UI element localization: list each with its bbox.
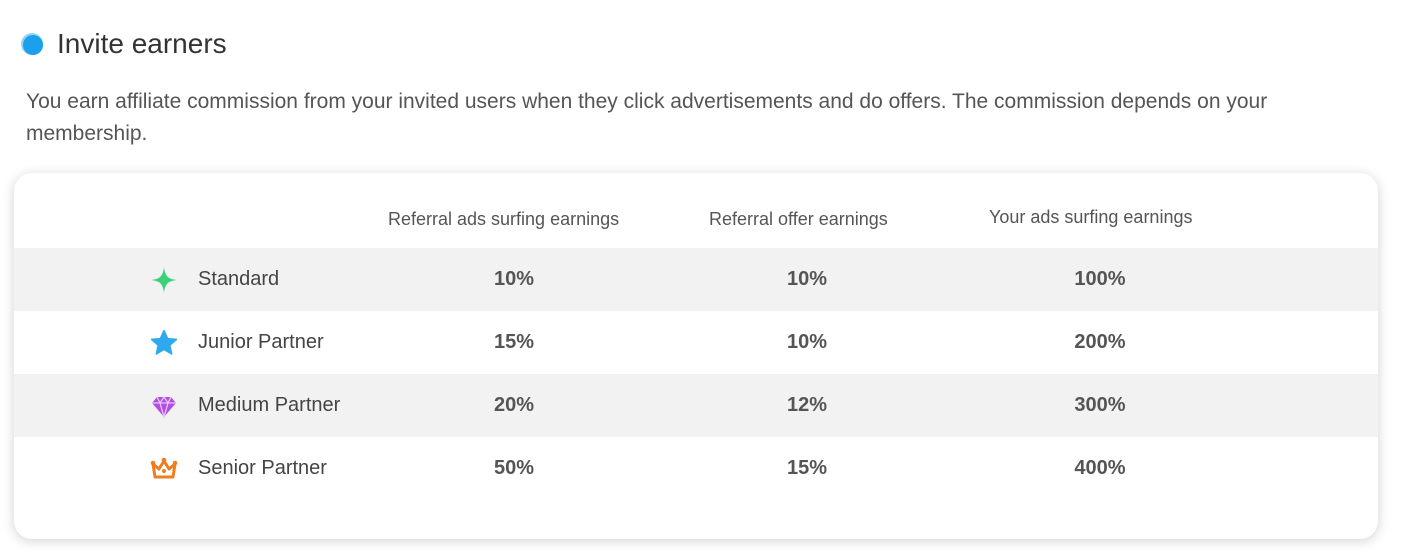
section-header: Invite earners (20, 28, 227, 60)
referral-offer-value: 12% (786, 394, 828, 416)
referral-ads-value: 20% (493, 394, 535, 416)
referral-offer-value: 15% (786, 457, 828, 479)
referral-ads-value: 15% (493, 331, 535, 353)
table-row: Standard 10% 10% 100% (14, 248, 1378, 311)
column-header-your-ads: Your ads surfing earnings (989, 207, 1193, 227)
referral-offer-value: 10% (786, 331, 828, 353)
tier-name: Senior Partner (198, 457, 327, 479)
blue-dot-icon (21, 33, 43, 55)
tier-name: Junior Partner (198, 331, 324, 353)
tier-name: Standard (198, 268, 280, 290)
tier-name: Medium Partner (198, 394, 341, 416)
commission-table: Referral ads surfing earnings Referral o… (14, 173, 1378, 539)
referral-offer-value: 10% (786, 268, 828, 290)
sparkle-icon (151, 267, 177, 293)
section-title: Invite earners (57, 28, 227, 59)
star-icon (150, 329, 178, 355)
section-description: You earn affiliate commission from your … (26, 90, 1268, 145)
column-header-referral-offer: Referral offer earnings (709, 209, 888, 229)
column-header-referral-ads: Referral ads surfing earnings (388, 209, 620, 229)
crown-icon (150, 457, 178, 479)
table-row: Senior Partner 50% 15% 400% (14, 437, 1378, 500)
table-row: Junior Partner 15% 10% 200% (14, 311, 1378, 374)
referral-ads-value: 10% (493, 268, 535, 290)
your-ads-value: 100% (1074, 268, 1126, 290)
your-ads-value: 300% (1074, 394, 1126, 416)
table-row: Medium Partner 20% 12% 300% (14, 374, 1378, 437)
diamond-icon (152, 396, 176, 420)
your-ads-value: 400% (1074, 457, 1126, 479)
referral-ads-value: 50% (493, 457, 535, 479)
your-ads-value: 200% (1074, 331, 1126, 353)
